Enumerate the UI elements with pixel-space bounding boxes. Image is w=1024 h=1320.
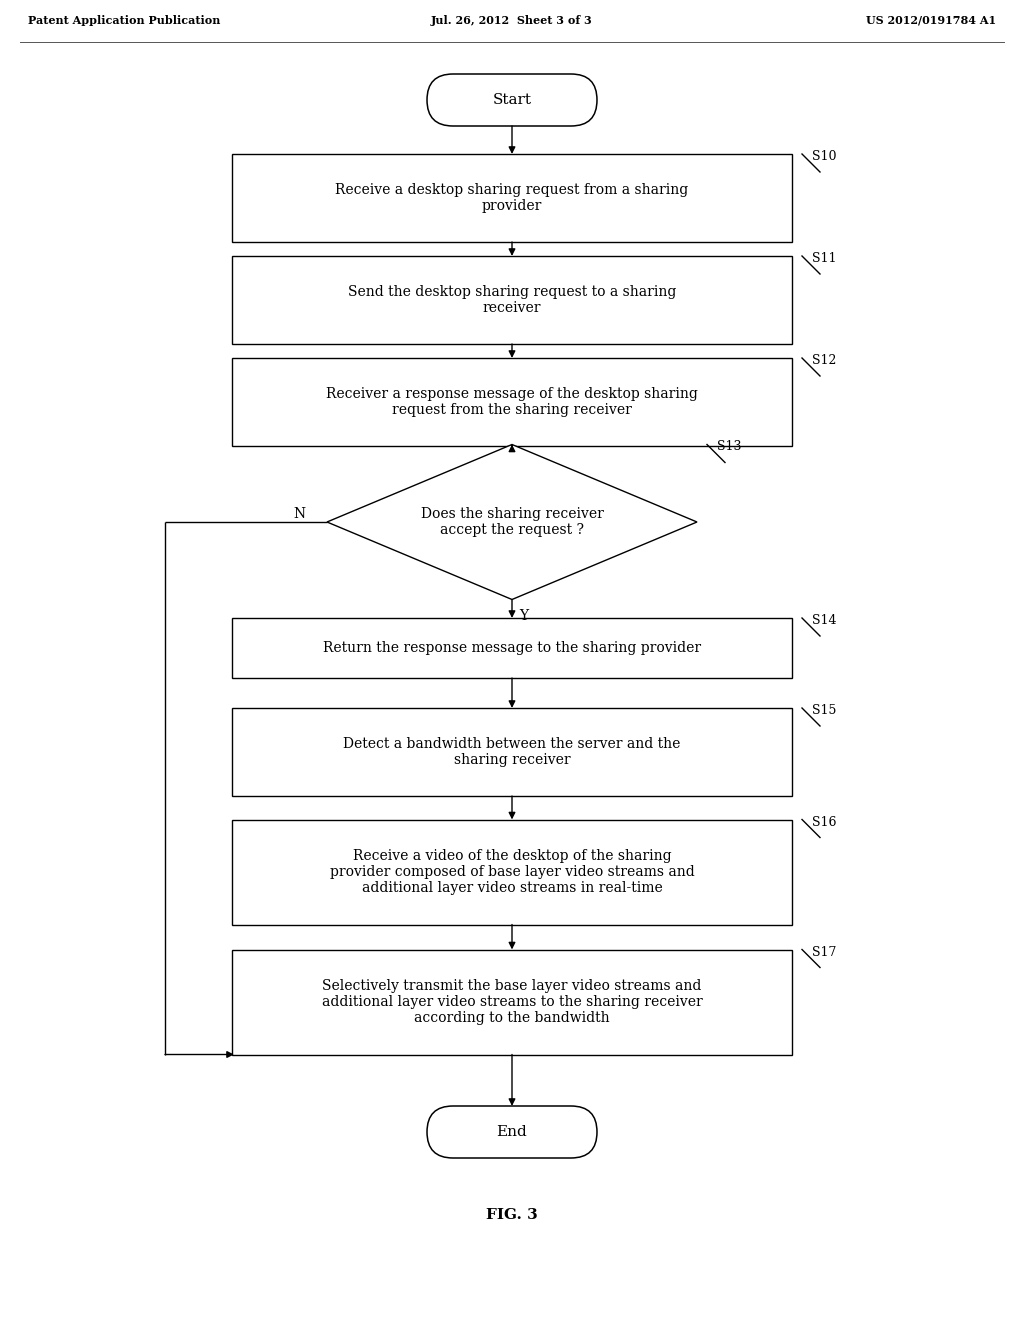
Text: Does the sharing receiver
accept the request ?: Does the sharing receiver accept the req… — [421, 507, 603, 537]
Text: S16: S16 — [812, 816, 837, 829]
Text: Receiver a response message of the desktop sharing
request from the sharing rece: Receiver a response message of the deskt… — [326, 387, 698, 417]
Text: Detect a bandwidth between the server and the
sharing receiver: Detect a bandwidth between the server an… — [343, 737, 681, 767]
Text: Receive a video of the desktop of the sharing
provider composed of base layer vi: Receive a video of the desktop of the sh… — [330, 849, 694, 895]
Text: Return the response message to the sharing provider: Return the response message to the shari… — [323, 642, 701, 655]
Bar — [232, 708, 792, 796]
Text: Send the desktop sharing request to a sharing
receiver: Send the desktop sharing request to a sh… — [348, 285, 676, 315]
Text: Jul. 26, 2012  Sheet 3 of 3: Jul. 26, 2012 Sheet 3 of 3 — [431, 15, 593, 25]
Text: Selectively transmit the base layer video streams and
additional layer video str: Selectively transmit the base layer vide… — [322, 979, 702, 1026]
Text: Y: Y — [519, 610, 528, 623]
Text: Patent Application Publication: Patent Application Publication — [28, 15, 220, 25]
Text: Start: Start — [493, 92, 531, 107]
Text: Receive a desktop sharing request from a sharing
provider: Receive a desktop sharing request from a… — [336, 183, 688, 213]
Text: S10: S10 — [812, 150, 837, 162]
Text: N: N — [293, 507, 305, 521]
Bar — [232, 820, 792, 924]
Text: S12: S12 — [812, 354, 837, 367]
Bar — [232, 358, 792, 446]
Text: S13: S13 — [717, 441, 741, 454]
Bar — [232, 618, 792, 678]
Bar — [232, 256, 792, 345]
Text: US 2012/0191784 A1: US 2012/0191784 A1 — [866, 15, 996, 25]
Text: S14: S14 — [812, 614, 837, 627]
Text: S17: S17 — [812, 945, 837, 958]
Polygon shape — [327, 445, 697, 599]
Text: S11: S11 — [812, 252, 837, 265]
Bar — [232, 949, 792, 1055]
FancyBboxPatch shape — [427, 1106, 597, 1158]
FancyBboxPatch shape — [427, 74, 597, 125]
Text: S15: S15 — [812, 704, 837, 717]
Text: End: End — [497, 1125, 527, 1139]
Text: FIG. 3: FIG. 3 — [486, 1208, 538, 1222]
Bar — [232, 154, 792, 242]
